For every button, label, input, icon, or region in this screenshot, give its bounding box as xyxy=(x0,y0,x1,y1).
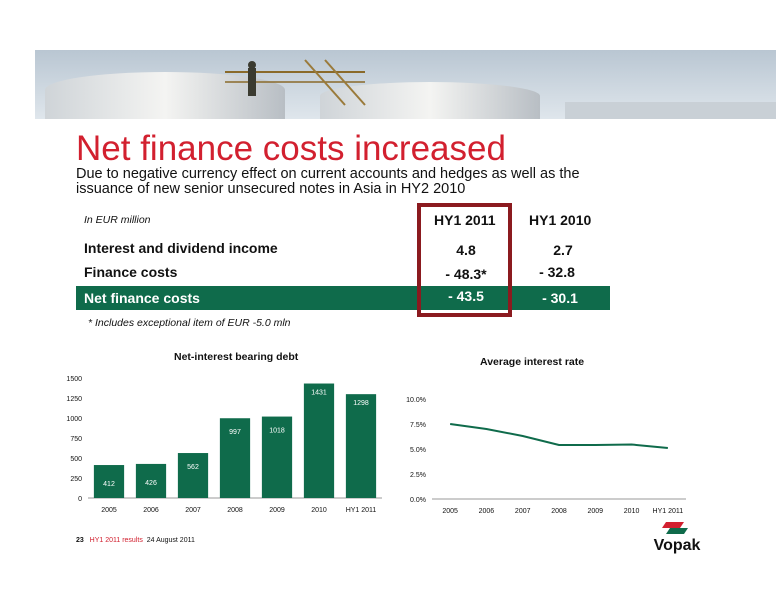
series-line xyxy=(450,423,668,449)
row-label-finance-costs: Finance costs xyxy=(84,264,178,280)
y-tick-label: 5.0% xyxy=(410,447,426,454)
row-label-interest-income: Interest and dividend income xyxy=(84,240,278,256)
x-tick-label: HY1 2011 xyxy=(346,507,377,514)
logo-text: Vopak xyxy=(654,537,701,554)
bar xyxy=(93,465,125,498)
x-tick-label: 2007 xyxy=(185,507,201,514)
bar-value-label: 426 xyxy=(145,480,157,487)
bar-chart-title: Net-interest bearing debt xyxy=(174,351,299,363)
y-tick-label: 1250 xyxy=(66,396,82,403)
y-tick-label: 250 xyxy=(70,476,82,483)
cell-net-finance-costs-hy1-2011: - 43.5 xyxy=(448,288,484,304)
interest-rate-line-chart: 0.0% 2.5% 5.0% 7.5% 10.0% 2005 2006 2007 2008 200… xyxy=(406,397,686,515)
bar-value-label: 1018 xyxy=(269,428,285,435)
x-tick-label: 2005 xyxy=(442,508,458,515)
x-tick-label: 2008 xyxy=(551,508,567,515)
vopak-logo: Vopak xyxy=(644,520,710,554)
x-tick-label: 2009 xyxy=(587,508,603,515)
x-tick-label: HY1 2011 xyxy=(653,508,684,515)
bar xyxy=(261,416,293,498)
footer-label: HY1 2011 results xyxy=(89,537,143,544)
bar-value-label: 1431 xyxy=(311,390,327,397)
page-title: Net finance costs increased xyxy=(76,129,506,168)
cell-interest-income-hy1-2011: 4.8 xyxy=(456,242,476,258)
bar-value-label: 997 xyxy=(229,429,241,436)
bar-value-label: 412 xyxy=(103,481,115,488)
bar xyxy=(177,453,209,498)
x-tick-label: 2006 xyxy=(143,507,159,514)
cell-interest-income-hy1-2010: 2.7 xyxy=(553,242,573,258)
x-tick-label: 2010 xyxy=(311,507,327,514)
bar xyxy=(219,418,251,498)
page-subtitle: Due to negative currency effect on curre… xyxy=(76,166,580,197)
bar xyxy=(303,383,335,498)
x-tick-label: 2009 xyxy=(269,507,285,514)
footer: 23 HY1 2011 results 24 August 2011 xyxy=(76,537,195,544)
unit-note: In EUR million xyxy=(84,214,151,226)
bar-value-label: 1298 xyxy=(353,400,369,407)
debt-bar-chart: 0 250 500 750 1000 1250 1500 412 2005 426 2006 562 2… xyxy=(66,376,382,514)
bar xyxy=(135,463,167,498)
column-header-hy1-2011: HY1 2011 xyxy=(434,212,496,228)
cell-finance-costs-hy1-2010: - 32.8 xyxy=(539,264,575,280)
y-tick-label: 1000 xyxy=(66,416,82,423)
bar-value-label: 562 xyxy=(187,464,199,471)
table-footnote: * Includes exceptional item of EUR -5.0 … xyxy=(88,317,291,329)
x-tick-label: 2005 xyxy=(101,507,117,514)
hy1-2011-highlight-box xyxy=(417,203,512,317)
y-tick-label: 750 xyxy=(70,436,82,443)
header-banner-image xyxy=(35,50,776,119)
y-tick-label: 10.0% xyxy=(406,397,426,404)
x-tick-label: 2008 xyxy=(227,507,243,514)
line-chart-title: Average interest rate xyxy=(480,356,585,368)
x-tick-label: 2006 xyxy=(479,508,495,515)
y-tick-label: 0 xyxy=(78,496,82,503)
column-header-hy1-2010: HY1 2010 xyxy=(529,212,592,228)
row-label-net-finance-costs: Net finance costs xyxy=(84,290,200,306)
y-tick-label: 7.5% xyxy=(410,422,426,429)
page-number: 23 xyxy=(76,537,84,544)
y-tick-label: 1500 xyxy=(66,376,82,383)
y-tick-label: 2.5% xyxy=(410,472,426,479)
net-finance-costs-row: Net finance costs - 43.5 - 30.1 xyxy=(76,286,610,310)
footer-date: 24 August 2011 xyxy=(146,537,195,544)
cell-finance-costs-hy1-2011: - 48.3* xyxy=(445,266,487,282)
x-tick-label: 2010 xyxy=(624,508,640,515)
cell-net-finance-costs-hy1-2010: - 30.1 xyxy=(542,290,578,306)
bar xyxy=(345,394,377,498)
x-tick-label: 2007 xyxy=(515,508,531,515)
y-tick-label: 0.0% xyxy=(410,497,426,504)
y-tick-label: 500 xyxy=(70,456,82,463)
